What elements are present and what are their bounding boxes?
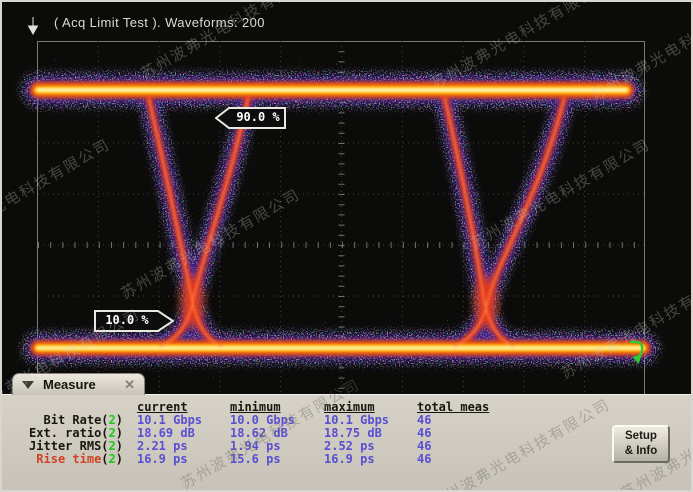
ext-ratio-minimum: 18.62 dB: [230, 426, 288, 440]
channel-number: 2: [108, 413, 116, 427]
setup-info-button-line2: & Info: [624, 445, 658, 457]
paren: (: [101, 413, 109, 427]
bit-rate-minimum: 10.0 Gbps: [230, 413, 296, 427]
paren: ): [115, 452, 123, 466]
eye-waveform: [7, 59, 672, 377]
jitter-rms-current: 2.21 ps: [137, 439, 188, 453]
measurement-table: current minimum maximum total meas Bit R…: [9, 401, 497, 466]
lower-level-label: 10.0 %: [105, 313, 149, 327]
ext-ratio-maximum: 18.75 dB: [324, 426, 382, 440]
bit-rate-maximum: 10.1 Gbps: [324, 413, 390, 427]
measure-tab-label: Measure: [43, 377, 96, 392]
paren: (: [101, 439, 109, 453]
upper-level-marker: 90.0 %: [214, 106, 287, 130]
bit-rate-total-meas: 46: [417, 413, 432, 427]
measurement-label: Bit Rate(2): [9, 414, 137, 427]
column-header-minimum: minimum: [230, 400, 281, 414]
rise-time-minimum: 15.6 ps: [230, 452, 281, 466]
column-header-current: current: [137, 400, 188, 414]
paren: ): [115, 413, 123, 427]
upper-level-label: 90.0 %: [236, 110, 280, 124]
jitter-rms-minimum: 1.94 ps: [230, 439, 281, 453]
channel-number: 2: [108, 452, 116, 466]
bit-rate-current: 10.1 Gbps: [137, 413, 203, 427]
trigger-arrow-icon: [27, 17, 39, 36]
band-hot-core: [36, 88, 645, 350]
paren: ): [115, 439, 123, 453]
channel-number: 2: [108, 426, 116, 440]
acquisition-status-text: ( Acq Limit Test ). Waveforms: 200: [54, 15, 265, 30]
channel-number: 2: [108, 439, 116, 453]
eye-diagram: [7, 17, 672, 394]
paren: ): [115, 426, 123, 440]
measurement-label: Ext. ratio(2): [9, 427, 137, 440]
column-header-total-meas: total meas: [417, 400, 490, 414]
collapse-triangle-icon[interactable]: [22, 380, 34, 389]
jitter-rms-total-meas: 46: [417, 439, 432, 453]
rise-time-current: 16.9 ps: [137, 452, 188, 466]
measurement-name: Jitter RMS: [29, 439, 102, 453]
rise-time-maximum: 16.9 ps: [324, 452, 375, 466]
measurement-name: Rise time: [36, 452, 102, 466]
ext-ratio-current: 18.69 dB: [137, 426, 195, 440]
close-icon[interactable]: ✕: [124, 377, 135, 392]
measurement-label: Rise time(2): [9, 453, 137, 466]
jitter-rms-maximum: 2.52 ps: [324, 439, 375, 453]
setup-info-button[interactable]: Setup & Info: [612, 425, 670, 463]
left-arrow-flag-icon: [214, 107, 286, 129]
channel-2-level-marker-icon: [630, 340, 644, 364]
right-arrow-flag-icon: [94, 310, 175, 332]
measurement-name: Bit Rate: [43, 413, 102, 427]
column-header-maximum: maximum: [324, 400, 375, 414]
paren: (: [101, 426, 109, 440]
measure-tab[interactable]: Measure ✕: [12, 373, 145, 395]
measurement-label: Jitter RMS(2): [9, 440, 137, 453]
measurement-name: Ext. ratio: [29, 426, 102, 440]
setup-info-button-line1: Setup: [625, 430, 657, 442]
lower-level-marker: 10.0 %: [94, 309, 175, 333]
paren: (: [101, 452, 109, 466]
rise-time-total-meas: 46: [417, 452, 432, 466]
ext-ratio-total-meas: 46: [417, 426, 432, 440]
measure-panel: current minimum maximum total meas Bit R…: [2, 394, 691, 490]
